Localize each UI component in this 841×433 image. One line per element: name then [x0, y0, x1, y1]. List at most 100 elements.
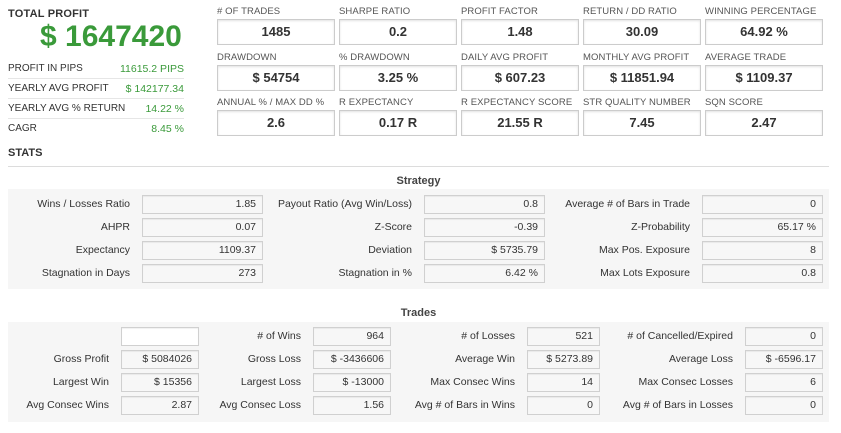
strategy-label-ahpr: AHPR — [100, 221, 130, 233]
trades-label-largest-loss: Largest Loss — [240, 376, 301, 388]
kpi-profit-factor: PROFIT FACTOR 1.48 — [461, 6, 579, 45]
kpi-value: 1485 — [217, 19, 335, 45]
trades-value-avg-of-bars-in-wins: 0 — [527, 396, 600, 415]
kpi-label: ANNUAL % / MAX DD % — [217, 97, 325, 108]
yearly-avg-return-row: YEARLY AVG % RETURN 14.22 % — [8, 99, 184, 119]
trades-label-avg-consec-loss: Avg Consec Loss — [219, 399, 301, 411]
yearly-avg-profit-label: YEARLY AVG PROFIT — [8, 83, 109, 94]
trades-value-empty — [121, 327, 199, 346]
strategy-label-z-score: Z-Score — [374, 221, 412, 233]
kpi-label: % DRAWDOWN — [339, 52, 410, 63]
strategy-value-ahpr: 0.07 — [142, 218, 263, 237]
strategy-label-z-probability: Z-Probability — [631, 221, 690, 233]
total-profit-value: $ 1647420 — [40, 20, 182, 53]
yearly-avg-return-value: 14.22 % — [145, 103, 184, 115]
strategy-value-wins-losses-ratio: 1.85 — [142, 195, 263, 214]
profit-in-pips-value: 11615.2 PIPS — [119, 63, 184, 75]
kpi-label: DRAWDOWN — [217, 52, 277, 63]
kpi-value: $ 607.23 — [461, 65, 579, 91]
trades-value-largest-win: $ 15356 — [121, 373, 199, 392]
kpi-label: RETURN / DD RATIO — [583, 6, 677, 17]
strategy-value-average-of-bars-in-trade: 0 — [702, 195, 823, 214]
trades-value-largest-loss: $ -13000 — [313, 373, 391, 392]
trades-value-of-cancelled-expired: 0 — [745, 327, 823, 346]
strategy-value-payout-ratio-avg-win-loss: 0.8 — [424, 195, 545, 214]
kpi-label: R EXPECTANCY SCORE — [461, 97, 573, 108]
strategy-value-expectancy: 1109.37 — [142, 241, 263, 260]
kpi-sharpe-ratio: SHARPE RATIO 0.2 — [339, 6, 457, 45]
kpi-value: 30.09 — [583, 19, 701, 45]
kpi-value: 0.17 R — [339, 110, 457, 136]
trades-label-of-cancelled-expired: # of Cancelled/Expired — [627, 330, 733, 342]
kpi-label: STR QUALITY NUMBER — [583, 97, 691, 108]
strategy-label-average-of-bars-in-trade: Average # of Bars in Trade — [565, 198, 690, 210]
stats-divider — [8, 166, 829, 167]
trades-value-max-consec-losses: 6 — [745, 373, 823, 392]
strategy-title: Strategy — [396, 175, 441, 187]
trades-value-avg-consec-wins: 2.87 — [121, 396, 199, 415]
kpi-daily-avg-profit: DAILY AVG PROFIT $ 607.23 — [461, 52, 579, 91]
trades-title: Trades — [400, 307, 437, 319]
kpi-drawdown: DRAWDOWN $ 54754 — [217, 52, 335, 91]
kpi-annual-max-dd: ANNUAL % / MAX DD % 2.6 — [217, 97, 335, 136]
kpi-value: 64.92 % — [705, 19, 823, 45]
trades-label-avg-of-bars-in-losses: Avg # of Bars in Losses — [622, 399, 733, 411]
strategy-value-max-lots-exposure: 0.8 — [702, 264, 823, 283]
kpi-of-trades: # OF TRADES 1485 — [217, 6, 335, 45]
kpi-value: 7.45 — [583, 110, 701, 136]
trades-label-max-consec-losses: Max Consec Losses — [638, 376, 733, 388]
trades-label-gross-loss: Gross Loss — [247, 353, 301, 365]
trades-value-of-losses: 521 — [527, 327, 600, 346]
profit-in-pips-label: PROFIT IN PIPS — [8, 63, 83, 74]
kpi-value: $ 11851.94 — [583, 65, 701, 91]
trades-label-of-losses: # of Losses — [461, 330, 515, 342]
trades-value-average-loss: $ -6596.17 — [745, 350, 823, 369]
kpi-winning-percentage: WINNING PERCENTAGE 64.92 % — [705, 6, 823, 45]
kpi-return-dd-ratio: RETURN / DD RATIO 30.09 — [583, 6, 701, 45]
kpi-value: 0.2 — [339, 19, 457, 45]
kpi-label: WINNING PERCENTAGE — [705, 6, 817, 17]
cagr-row: CAGR 8.45 % — [8, 119, 184, 139]
kpi-r-expectancy: R EXPECTANCY 0.17 R — [339, 97, 457, 136]
profit-in-pips-row: PROFIT IN PIPS 11615.2 PIPS — [8, 59, 184, 79]
yearly-avg-profit-value: $ 142177.34 — [125, 83, 184, 95]
strategy-value-z-score: -0.39 — [424, 218, 545, 237]
kpi-str-quality-number: STR QUALITY NUMBER 7.45 — [583, 97, 701, 136]
strategy-label-payout-ratio-avg-win-loss: Payout Ratio (Avg Win/Loss) — [277, 198, 412, 210]
kpi-r-expectancy-score: R EXPECTANCY SCORE 21.55 R — [461, 97, 579, 136]
strategy-label-expectancy: Expectancy — [75, 244, 130, 256]
trades-label-average-win: Average Win — [455, 353, 515, 365]
strategy-value-deviation: $ 5735.79 — [424, 241, 545, 260]
kpi-value: 21.55 R — [461, 110, 579, 136]
trades-label-largest-win: Largest Win — [52, 376, 109, 388]
yearly-avg-profit-row: YEARLY AVG PROFIT $ 142177.34 — [8, 79, 184, 99]
cagr-value: 8.45 % — [151, 123, 184, 135]
kpi-value: $ 54754 — [217, 65, 335, 91]
trades-label-max-consec-wins: Max Consec Wins — [430, 376, 515, 388]
trades-value-avg-consec-loss: 1.56 — [313, 396, 391, 415]
kpi-label: MONTHLY AVG PROFIT — [583, 52, 690, 63]
kpi-value: 3.25 % — [339, 65, 457, 91]
kpi-label: PROFIT FACTOR — [461, 6, 538, 17]
strategy-value-stagnation-in: 6.42 % — [424, 264, 545, 283]
strategy-label-max-pos-exposure: Max Pos. Exposure — [598, 244, 690, 256]
trades-label-gross-profit: Gross Profit — [53, 353, 109, 365]
kpi-label: R EXPECTANCY — [339, 97, 414, 108]
trades-value-of-wins: 964 — [313, 327, 391, 346]
cagr-label: CAGR — [8, 123, 37, 134]
kpi-value: 2.6 — [217, 110, 335, 136]
trades-value-average-win: $ 5273.89 — [527, 350, 600, 369]
strategy-label-wins-losses-ratio: Wins / Losses Ratio — [37, 198, 130, 210]
kpi-label: DAILY AVG PROFIT — [461, 52, 549, 63]
trades-label-avg-consec-wins: Avg Consec Wins — [26, 399, 109, 411]
strategy-label-deviation: Deviation — [368, 244, 412, 256]
strategy-label-max-lots-exposure: Max Lots Exposure — [600, 267, 690, 279]
trades-label-avg-of-bars-in-wins: Avg # of Bars in Wins — [414, 399, 515, 411]
kpi-label: # OF TRADES — [217, 6, 281, 17]
trades-value-gross-loss: $ -3436606 — [313, 350, 391, 369]
kpi-label: AVERAGE TRADE — [705, 52, 787, 63]
trades-value-avg-of-bars-in-losses: 0 — [745, 396, 823, 415]
kpi-sqn-score: SQN SCORE 2.47 — [705, 97, 823, 136]
kpi-value: $ 1109.37 — [705, 65, 823, 91]
total-profit-label: TOTAL PROFIT — [8, 8, 90, 20]
